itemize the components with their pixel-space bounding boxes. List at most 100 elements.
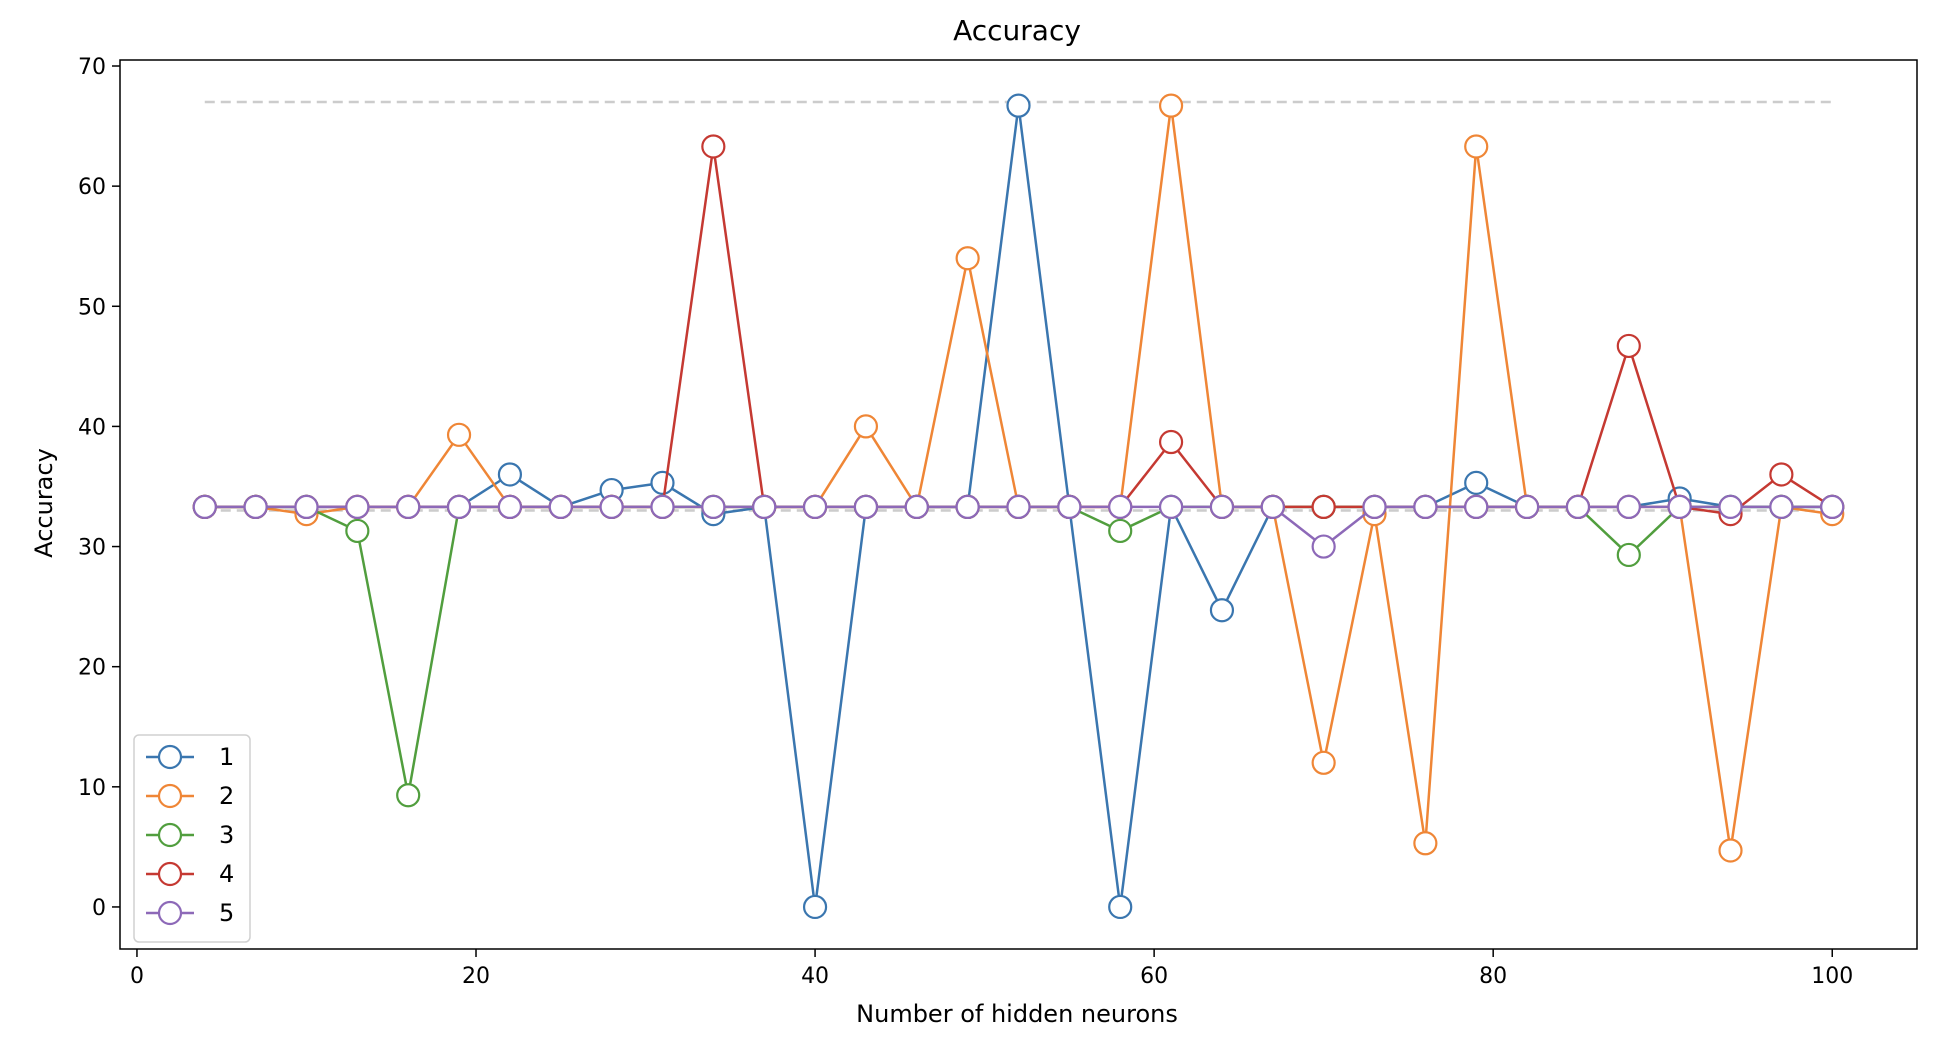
x-tick-label: 60 <box>1140 964 1168 989</box>
legend-item-4: 4 <box>146 860 234 888</box>
series-5-point <box>1667 494 1692 520</box>
legend-label: 1 <box>219 743 234 771</box>
series-3-line <box>204 505 1833 797</box>
legend-label: 3 <box>219 821 234 849</box>
x-axis: 0 20 40 60 80 100 <box>130 949 1853 989</box>
series-5-point <box>1209 494 1235 520</box>
y-tick-label: 40 <box>78 415 106 440</box>
series-5-point <box>752 494 777 520</box>
series-1-point <box>1209 598 1235 623</box>
series-5-point <box>192 494 217 520</box>
series-3-point <box>1108 518 1133 544</box>
y-tick-label: 70 <box>78 55 106 80</box>
y-tick-label: 10 <box>78 776 106 801</box>
legend-marker <box>157 783 183 809</box>
x-axis-label: Number of hidden neurons <box>856 1000 1178 1028</box>
legend: 1 2 3 4 5 <box>133 734 251 943</box>
chart-title: Accuracy <box>953 14 1081 47</box>
series-5-point <box>243 494 268 520</box>
legend-item-5: 5 <box>146 899 234 927</box>
series-5-point <box>1057 494 1082 520</box>
series-5-point <box>1464 494 1489 520</box>
series-3-point <box>1616 542 1641 568</box>
y-tick-label: 0 <box>92 896 106 921</box>
series-5-point <box>345 494 370 520</box>
series-2-point <box>1311 750 1336 775</box>
y-axis: 0 10 20 30 40 50 60 70 <box>78 55 120 921</box>
series-5-point <box>1718 494 1743 520</box>
legend-marker <box>157 861 183 887</box>
y-axis-label: Accuracy <box>30 448 58 558</box>
series-3-point <box>345 518 370 544</box>
series-5-point <box>1413 494 1438 520</box>
series-2 <box>192 93 1845 863</box>
series-5-point <box>853 494 879 520</box>
series-2-point <box>955 246 980 271</box>
y-tick-label: 60 <box>78 175 106 200</box>
y-tick-label: 30 <box>78 536 106 561</box>
series-3 <box>192 494 1845 808</box>
series-2-point <box>1718 838 1743 863</box>
legend-marker <box>157 744 183 770</box>
x-tick-label: 20 <box>462 964 490 989</box>
series-4-line <box>204 145 1833 516</box>
series-1-point <box>802 894 828 920</box>
series-5-point <box>904 494 929 520</box>
series-4-point <box>1769 462 1794 487</box>
series-5-point <box>1769 494 1794 520</box>
series-5-point <box>650 494 675 520</box>
x-tick-label: 100 <box>1811 964 1853 989</box>
series-5-point <box>396 494 421 520</box>
series-1-point <box>1464 470 1489 495</box>
series-4 <box>192 134 1845 527</box>
series-5-point <box>1362 494 1387 520</box>
series-2-point <box>1413 831 1438 856</box>
series-2-point <box>1464 134 1489 159</box>
series-5-point <box>548 494 573 520</box>
legend-label: 2 <box>219 782 234 810</box>
series-2-point <box>446 422 472 447</box>
series-5-point <box>701 494 726 520</box>
series-5-point <box>1820 494 1845 520</box>
plot-frame <box>119 59 1918 950</box>
series-5-point <box>446 494 472 520</box>
series-5-point <box>1260 494 1285 520</box>
series-1-point <box>497 462 523 487</box>
legend-label: 4 <box>219 860 234 888</box>
series-layer <box>192 93 1845 920</box>
x-tick-label: 40 <box>801 964 829 989</box>
series-1-point <box>1006 93 1031 118</box>
series-3-point <box>396 783 421 808</box>
series-2-point <box>1158 93 1184 118</box>
series-5-point <box>294 494 319 520</box>
legend-item-3: 3 <box>146 821 234 849</box>
series-5-point <box>1565 494 1591 520</box>
series-5-point <box>497 494 523 520</box>
series-5 <box>192 494 1845 559</box>
series-4-point <box>1158 429 1184 455</box>
legend-marker <box>157 900 183 926</box>
x-tick-label: 80 <box>1479 964 1507 989</box>
series-4-point <box>1616 333 1641 359</box>
series-5-point <box>1514 494 1540 520</box>
legend-item-2: 2 <box>146 782 234 810</box>
series-5-point <box>1006 494 1031 520</box>
legend-item-1: 1 <box>146 743 234 771</box>
legend-label: 5 <box>219 899 234 927</box>
series-5-point <box>802 494 828 520</box>
y-tick-label: 20 <box>78 656 106 681</box>
series-5-point <box>1616 494 1641 520</box>
series-1-point <box>1108 894 1133 920</box>
series-5-point <box>599 494 624 520</box>
series-1-point <box>650 470 675 495</box>
series-4-point <box>701 134 726 159</box>
series-2-point <box>853 414 879 439</box>
series-4-point <box>1311 494 1336 520</box>
y-tick-label: 50 <box>78 295 106 320</box>
x-tick-label: 0 <box>130 964 144 989</box>
series-5-point <box>1158 494 1184 520</box>
series-5-point <box>1311 534 1336 559</box>
legend-marker <box>157 822 183 848</box>
series-5-point <box>955 494 980 520</box>
